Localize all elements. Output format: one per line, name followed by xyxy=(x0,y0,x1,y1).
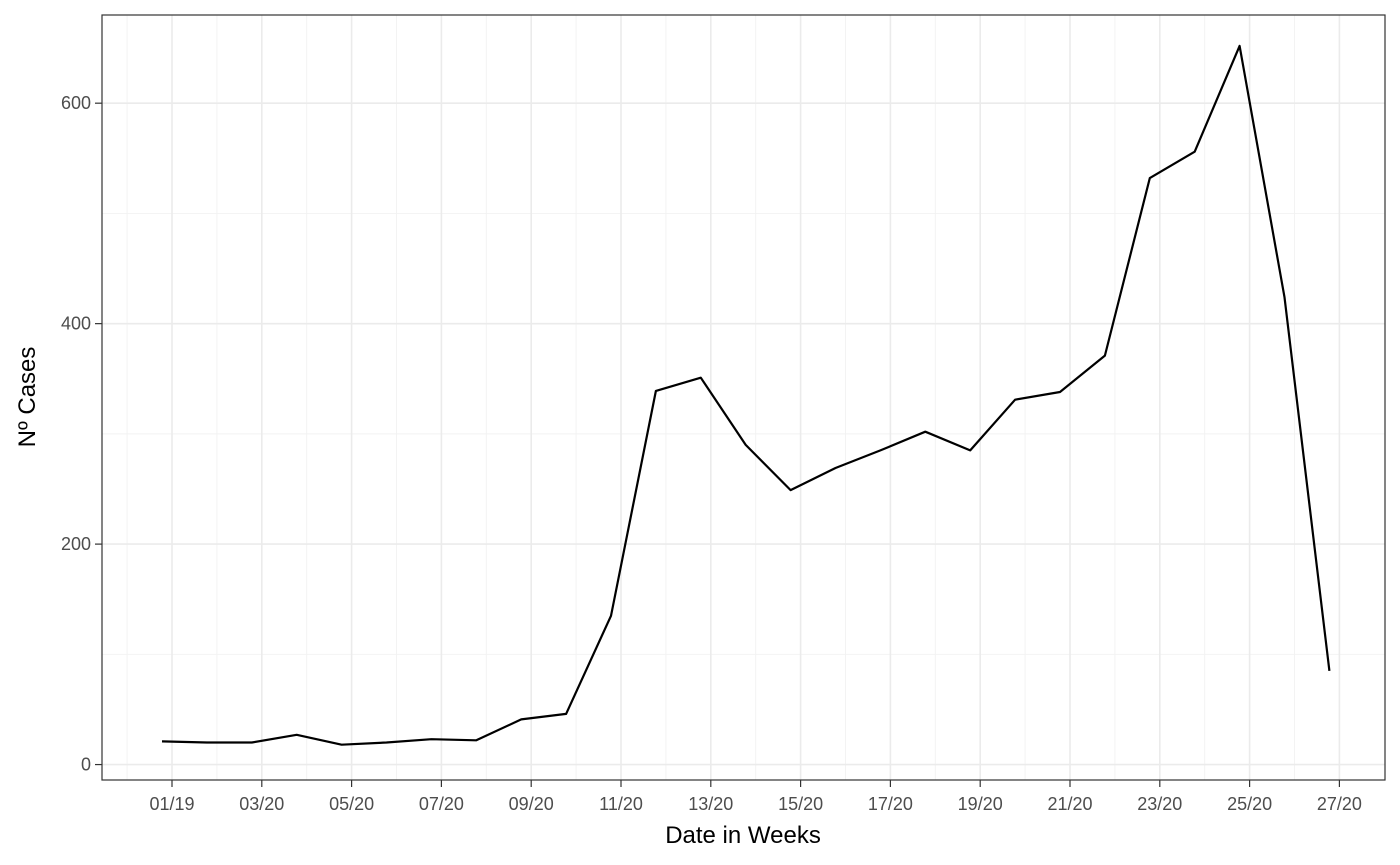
x-tick-label: 25/20 xyxy=(1227,794,1272,814)
y-tick-label: 200 xyxy=(61,534,91,554)
x-tick-label: 23/20 xyxy=(1137,794,1182,814)
x-axis-title: Date in Weeks xyxy=(665,822,821,849)
x-tick-label: 27/20 xyxy=(1317,794,1362,814)
x-tick-label: 03/20 xyxy=(239,794,284,814)
x-tick-label: 17/20 xyxy=(868,794,913,814)
x-tick-label: 21/20 xyxy=(1047,794,1092,814)
y-axis-title: Nº Cases xyxy=(14,347,41,448)
grid-lines xyxy=(102,15,1385,780)
series-layer xyxy=(161,44,1331,746)
panel-border xyxy=(101,14,1386,781)
x-tick-label: 09/20 xyxy=(509,794,554,814)
axis-ticks: 01/19 03/20 05/20 07/20 09/20 11/20 13/20 15/20… xyxy=(61,93,1362,814)
x-tick-label: 11/20 xyxy=(599,794,643,814)
x-tick-label: 01/19 xyxy=(149,794,194,814)
x-tick-label: 05/20 xyxy=(329,794,374,814)
x-tick-label: 07/20 xyxy=(419,794,464,814)
x-tick-label: 15/20 xyxy=(778,794,823,814)
series-line xyxy=(161,44,1331,746)
x-tick-label: 19/20 xyxy=(958,794,1003,814)
y-tick-label: 600 xyxy=(61,93,91,113)
y-tick-label: 0 xyxy=(81,755,91,775)
y-tick-label: 400 xyxy=(61,314,91,334)
x-tick-label: 13/20 xyxy=(688,794,733,814)
